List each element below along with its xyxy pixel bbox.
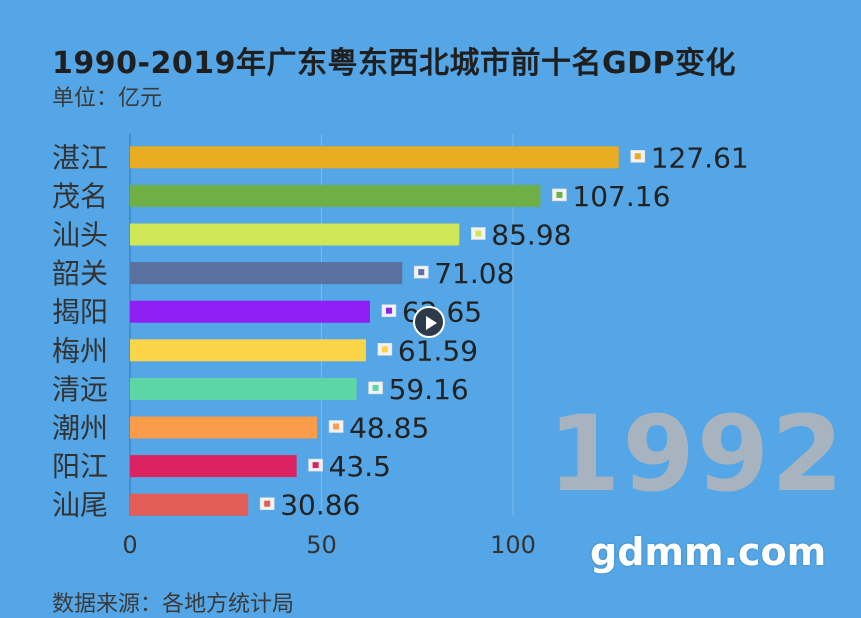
bar bbox=[130, 339, 366, 362]
data-source: 数据来源：各地方统计局 bbox=[52, 592, 295, 617]
city-emblem-mark bbox=[312, 462, 319, 469]
city-emblem-mark bbox=[372, 384, 379, 391]
value-label: 107.16 bbox=[572, 180, 670, 213]
bar bbox=[130, 300, 370, 323]
category-label: 潮州 bbox=[52, 412, 108, 445]
category-label: 汕尾 bbox=[52, 489, 108, 522]
city-emblem-mark bbox=[333, 423, 340, 430]
bar bbox=[130, 416, 318, 439]
x-tick-label: 100 bbox=[490, 531, 536, 559]
chart-title: 1990-2019年广东粤东西北城市前十名GDP变化 bbox=[52, 46, 736, 81]
year-indicator: 1992 bbox=[548, 393, 846, 515]
city-emblem-mark bbox=[475, 230, 482, 237]
category-label: 湛江 bbox=[52, 141, 108, 174]
category-label: 韶关 bbox=[52, 257, 108, 290]
value-label: 61.59 bbox=[398, 334, 478, 367]
category-label: 梅州 bbox=[52, 334, 108, 367]
bar bbox=[130, 377, 357, 400]
x-tick-label: 0 bbox=[122, 531, 137, 559]
city-emblem-mark bbox=[556, 191, 563, 198]
city-emblem-mark bbox=[381, 346, 388, 353]
bar bbox=[130, 223, 460, 246]
bar bbox=[130, 493, 249, 516]
value-label: 59.16 bbox=[389, 373, 469, 406]
value-label: 71.08 bbox=[434, 257, 514, 290]
city-emblem-mark bbox=[634, 153, 641, 160]
city-emblem-mark bbox=[264, 500, 271, 507]
value-label: 30.86 bbox=[280, 489, 360, 522]
city-emblem-mark bbox=[385, 307, 392, 314]
value-label: 43.5 bbox=[329, 450, 391, 483]
play-button[interactable] bbox=[413, 306, 445, 338]
bar bbox=[130, 146, 619, 169]
city-emblem-mark bbox=[418, 269, 425, 276]
category-label: 茂名 bbox=[52, 180, 108, 213]
category-label: 汕头 bbox=[52, 219, 108, 252]
value-label: 85.98 bbox=[491, 219, 571, 252]
bar bbox=[130, 262, 403, 285]
category-label: 阳江 bbox=[52, 450, 108, 483]
value-label: 48.85 bbox=[349, 412, 429, 445]
chart-unit: 单位：亿元 bbox=[52, 86, 163, 111]
category-label: 清远 bbox=[52, 373, 108, 406]
bar bbox=[130, 455, 297, 478]
value-label: 127.61 bbox=[651, 141, 749, 174]
x-tick-label: 50 bbox=[306, 531, 337, 559]
bar bbox=[130, 184, 541, 207]
watermark: gdmm.com bbox=[590, 530, 827, 574]
category-label: 揭阳 bbox=[52, 296, 108, 329]
